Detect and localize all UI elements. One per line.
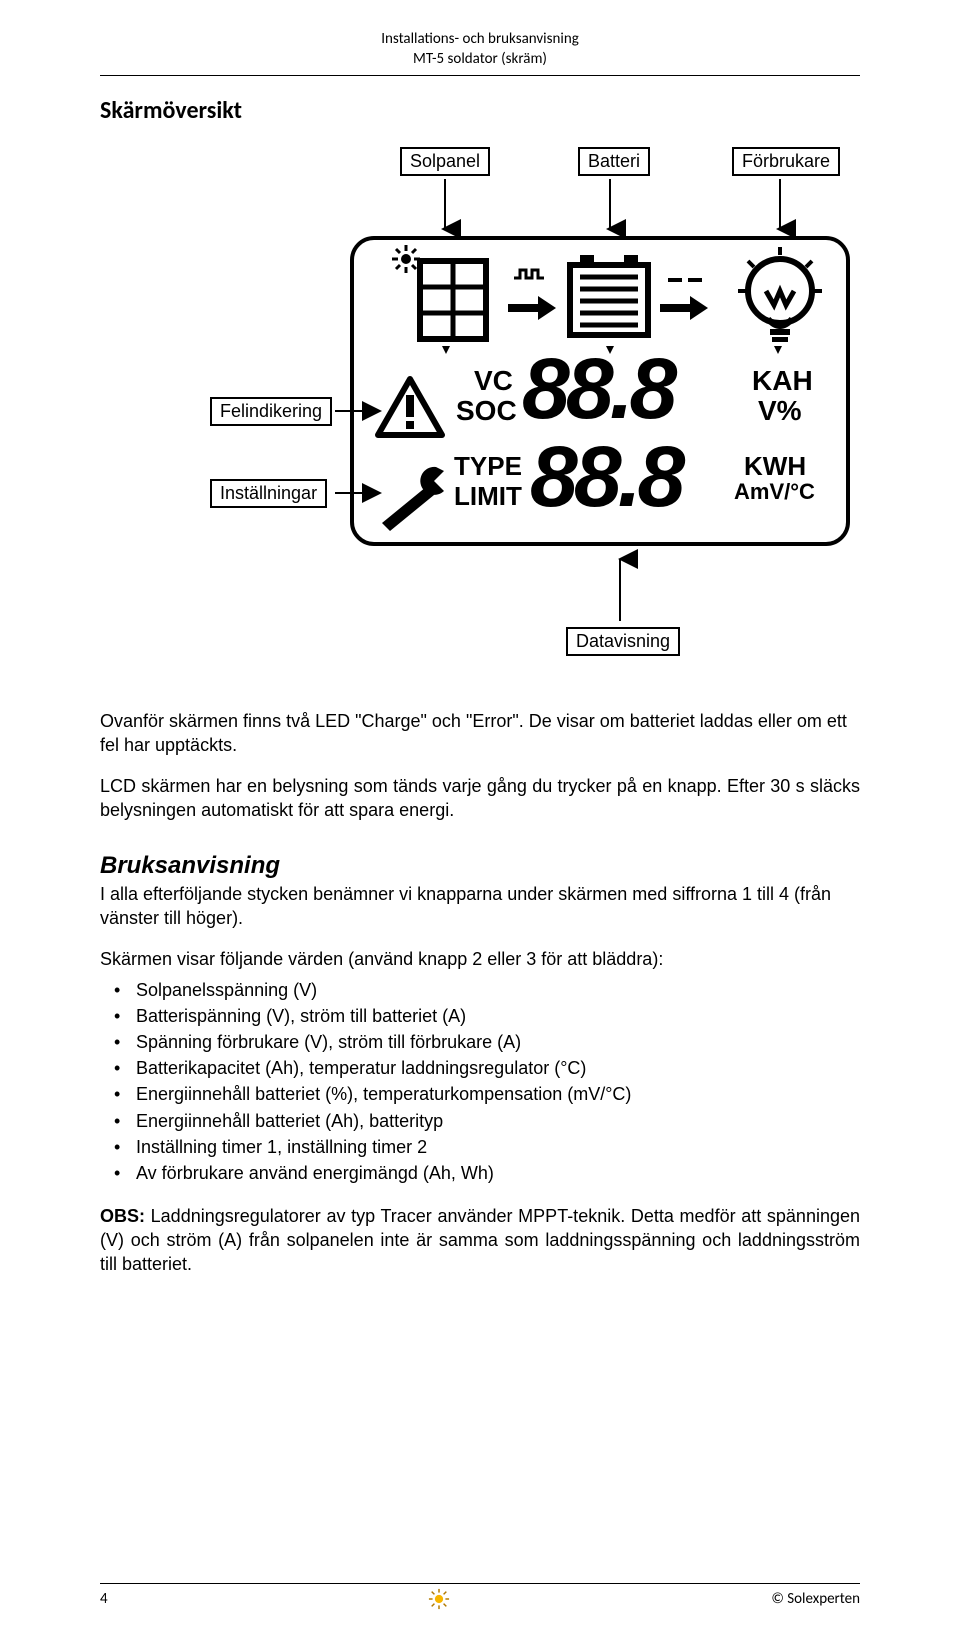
solar-panel-icon (392, 245, 486, 339)
battery-icon (570, 255, 648, 335)
section-title: Skärmöversikt (100, 96, 860, 125)
obs-text: Laddningsregulatorer av typ Tracer använ… (100, 1206, 860, 1275)
lcd-kah: KAH (752, 367, 813, 395)
lcd-vpct: V% (758, 397, 802, 425)
paragraph-3: I alla efterföljande stycken benämner vi… (100, 882, 860, 931)
flow-arrow-2-icon (660, 280, 708, 320)
paragraph-2: LCD skärmen har en belysning som tänds v… (100, 774, 860, 823)
lcd-amvc: AmV/°C (734, 481, 815, 503)
label-solpanel: Solpanel (400, 147, 490, 176)
bruksanvisning-heading: Bruksanvisning (100, 852, 860, 880)
list-item: Energiinnehåll batteriet (%), temperatur… (136, 1081, 860, 1107)
header-rule (100, 75, 860, 76)
values-list: Solpanelsspänning (V) Batterispänning (V… (136, 977, 860, 1186)
lcd-soc: SOC (456, 397, 517, 425)
list-item: Batterispänning (V), ström till batterie… (136, 1003, 860, 1029)
paragraph-5: OBS: Laddningsregulatorer av typ Tracer … (100, 1204, 860, 1277)
warning-icon (378, 379, 442, 435)
lightbulb-icon (738, 247, 822, 342)
label-datavisning: Datavisning (566, 627, 680, 656)
list-item: Spänning förbrukare (V), ström till förb… (136, 1029, 860, 1055)
label-installningar: Inställningar (210, 479, 327, 508)
list-item: Inställning timer 1, inställning timer 2 (136, 1134, 860, 1160)
list-item: Energiinnehåll batteriet (Ah), batterity… (136, 1108, 860, 1134)
list-item: Av förbrukare använd energimängd (Ah, Wh… (136, 1160, 860, 1186)
lcd-vc: VC (474, 367, 513, 395)
screen-overview-diagram: VC SOC KAH V% TYPE LIMIT KWH AmV/°C 88.8… (100, 141, 860, 681)
header-line1: Installations- och bruksanvisning (100, 30, 860, 50)
label-forbrukare: Förbrukare (732, 147, 840, 176)
copyright: © Solexperten (771, 1590, 860, 1608)
list-item: Batterikapacitet (Ah), temperatur laddni… (136, 1055, 860, 1081)
flow-arrow-1-icon (508, 270, 556, 320)
wrench-icon (382, 467, 444, 531)
lcd-segment-1: 88.8 (522, 353, 673, 426)
obs-prefix: OBS: (100, 1206, 145, 1226)
paragraph-4: Skärmen visar följande värden (använd kn… (100, 947, 860, 971)
sun-icon (428, 1588, 450, 1610)
label-felindikering: Felindikering (210, 397, 332, 426)
page-footer: 4 © Solexperten (100, 1583, 860, 1610)
header-line2: MT-5 soldator (skräm) (100, 50, 860, 70)
lcd-type: TYPE (454, 453, 522, 479)
page-number: 4 (100, 1590, 108, 1608)
list-item: Solpanelsspänning (V) (136, 977, 860, 1003)
lcd-limit: LIMIT (454, 483, 522, 509)
footer-rule (100, 1583, 860, 1584)
page-header: Installations- och bruksanvisning MT-5 s… (100, 30, 860, 69)
paragraph-1: Ovanför skärmen finns två LED "Charge" o… (100, 709, 860, 758)
lcd-segment-2: 88.8 (530, 441, 681, 514)
label-batteri: Batteri (578, 147, 650, 176)
lcd-kwh: KWH (744, 453, 806, 479)
